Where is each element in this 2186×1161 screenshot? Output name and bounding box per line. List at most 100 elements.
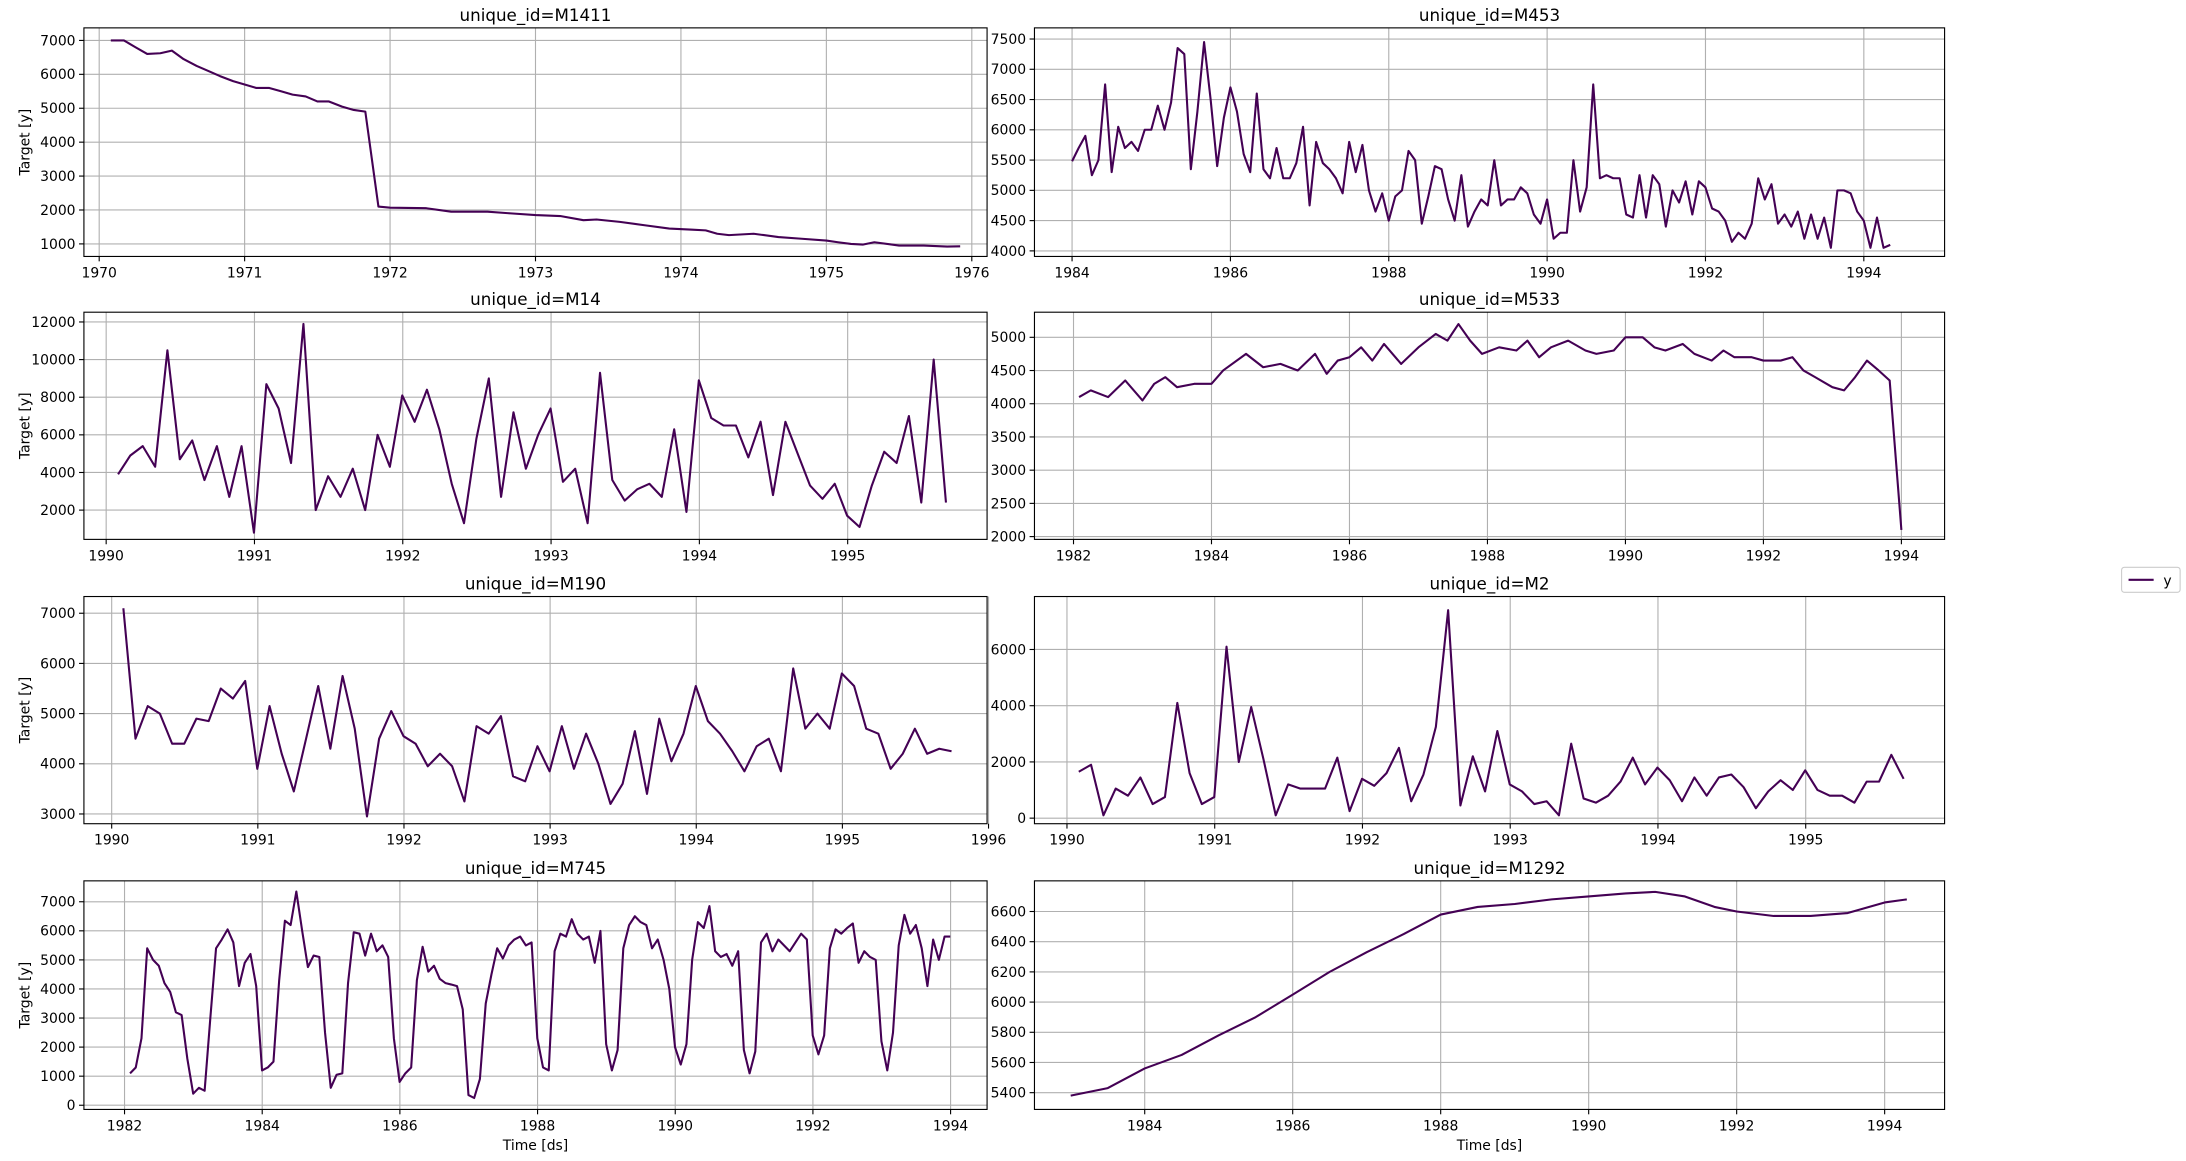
y-tick-label: 5000 (991, 330, 1026, 346)
y-tick-label: 2000 (991, 755, 1026, 771)
subplot-M14: 1990 1991 1992 1993 1994 1995 2000 4000 6000 8000… (18, 289, 988, 564)
x-tick-label: 1992 (1688, 265, 1723, 281)
x-tick-label: 1988 (1470, 548, 1505, 564)
subplot-M2: 1990 1991 1992 1993 1994 1995 0 2000 4000 6000 uni… (991, 574, 1946, 849)
y-tick-label: 5000 (40, 953, 75, 969)
series-line-y (1071, 41, 1891, 249)
subplot-title: unique_id=M533 (1419, 289, 1560, 310)
subplot-title: unique_id=M14 (470, 289, 601, 310)
y-tick-label: 6000 (991, 123, 1026, 139)
x-tick-label: 1976 (954, 265, 989, 281)
axes-frame (1033, 27, 1946, 258)
x-tick-label: 1974 (663, 265, 699, 281)
legend: y (2121, 566, 2181, 593)
y-tick-label: 5400 (991, 1086, 1026, 1102)
legend-label: y (2163, 573, 2171, 589)
x-tick-label: 1994 (1867, 1118, 1903, 1134)
x-tick-label: 1992 (1345, 833, 1380, 849)
y-tick-label: 6000 (40, 428, 75, 444)
y-tick-label: 5500 (991, 153, 1026, 169)
y-tick-label: 4000 (40, 982, 75, 998)
y-tick-label: 3000 (40, 169, 75, 185)
y-axis-label: Target [y] (18, 392, 34, 460)
x-tick-label: 1982 (107, 1118, 142, 1134)
series-line-y (1078, 323, 1903, 530)
axes-frame (83, 311, 988, 540)
series-line-y (110, 39, 961, 248)
x-tick-label: 1996 (971, 833, 1006, 849)
x-tick-label: 1991 (240, 833, 275, 849)
x-tick-label: 1995 (1788, 833, 1823, 849)
x-axis-label: Time [ds] (502, 1138, 568, 1154)
x-tick-label: 1988 (1423, 1118, 1458, 1134)
series-line-y (1070, 890, 1907, 1097)
y-tick-label: 0 (1017, 811, 1026, 827)
y-tick-label: 6000 (991, 995, 1026, 1011)
x-tick-label: 1984 (1194, 548, 1230, 564)
x-tick-label: 1990 (658, 1118, 693, 1134)
y-tick-label: 12000 (31, 315, 75, 331)
y-tick-label: 5000 (40, 101, 75, 117)
axes-frame (83, 880, 988, 1110)
axes-frame (1033, 595, 1946, 825)
x-tick-label: 1994 (1640, 833, 1676, 849)
y-tick-label: 2000 (40, 1040, 75, 1056)
subplot-title: unique_id=M1411 (460, 5, 612, 26)
x-tick-label: 1990 (94, 833, 129, 849)
x-tick-label: 1970 (81, 265, 116, 281)
x-tick-label: 1992 (795, 1118, 830, 1134)
y-tick-label: 5800 (991, 1025, 1026, 1041)
x-tick-label: 1992 (386, 833, 421, 849)
x-tick-label: 1984 (1054, 265, 1090, 281)
subplot-title: unique_id=M745 (465, 858, 606, 879)
axes-frame (1033, 311, 1946, 540)
x-tick-label: 1990 (1049, 833, 1084, 849)
y-tick-label: 1000 (40, 237, 75, 253)
y-tick-label: 5000 (991, 183, 1026, 199)
x-tick-label: 1992 (1746, 548, 1781, 564)
subplot-title: unique_id=M2 (1430, 574, 1550, 595)
y-tick-label: 4000 (40, 465, 75, 481)
series-line-y (122, 608, 952, 818)
subplot-M1292: 1984 1986 1988 1990 1992 1994 5400 5600 5800 6000… (991, 858, 1946, 1154)
x-tick-label: 1988 (520, 1118, 555, 1134)
x-tick-label: 1995 (830, 548, 865, 564)
x-tick-label: 1994 (679, 833, 715, 849)
x-tick-label: 1994 (933, 1118, 969, 1134)
x-tick-label: 1986 (1213, 265, 1248, 281)
y-tick-label: 3000 (40, 807, 75, 823)
y-tick-label: 3500 (991, 430, 1026, 446)
x-tick-label: 1986 (1332, 548, 1367, 564)
x-tick-label: 1986 (382, 1118, 417, 1134)
x-tick-label: 1984 (1127, 1118, 1163, 1134)
y-tick-label: 4500 (991, 363, 1026, 379)
y-tick-label: 4000 (40, 757, 75, 773)
x-tick-label: 1994 (1846, 265, 1882, 281)
y-tick-label: 6000 (40, 656, 75, 672)
y-tick-label: 10000 (31, 352, 75, 368)
y-tick-label: 5000 (40, 706, 75, 722)
subplot-title: unique_id=M190 (465, 574, 606, 595)
x-tick-label: 1972 (372, 265, 407, 281)
subplots: 1970 1971 1972 1973 1974 1975 1976 1000 2000 3000… (18, 5, 1946, 1154)
y-tick-label: 0 (67, 1098, 76, 1114)
x-tick-label: 1991 (237, 548, 272, 564)
series-line-y (129, 890, 951, 1100)
x-tick-label: 1993 (532, 833, 567, 849)
x-tick-label: 1990 (88, 548, 123, 564)
y-tick-label: 7500 (991, 32, 1026, 48)
x-tick-label: 1991 (1197, 833, 1232, 849)
x-tick-label: 1993 (533, 548, 568, 564)
y-axis-label: Target [y] (18, 962, 34, 1030)
x-tick-label: 1982 (1056, 548, 1091, 564)
y-tick-label: 7000 (991, 62, 1026, 78)
y-tick-label: 2000 (991, 529, 1026, 545)
y-axis-label: Target [y] (18, 677, 34, 745)
y-tick-label: 4000 (40, 135, 75, 151)
subplot-M190: 1990 1991 1992 1993 1994 1995 1996 3000 4000 5000… (18, 574, 1007, 849)
x-tick-label: 1990 (1529, 265, 1564, 281)
y-tick-label: 4500 (991, 213, 1026, 229)
axes-frame (83, 595, 988, 825)
y-tick-label: 7000 (40, 33, 75, 49)
